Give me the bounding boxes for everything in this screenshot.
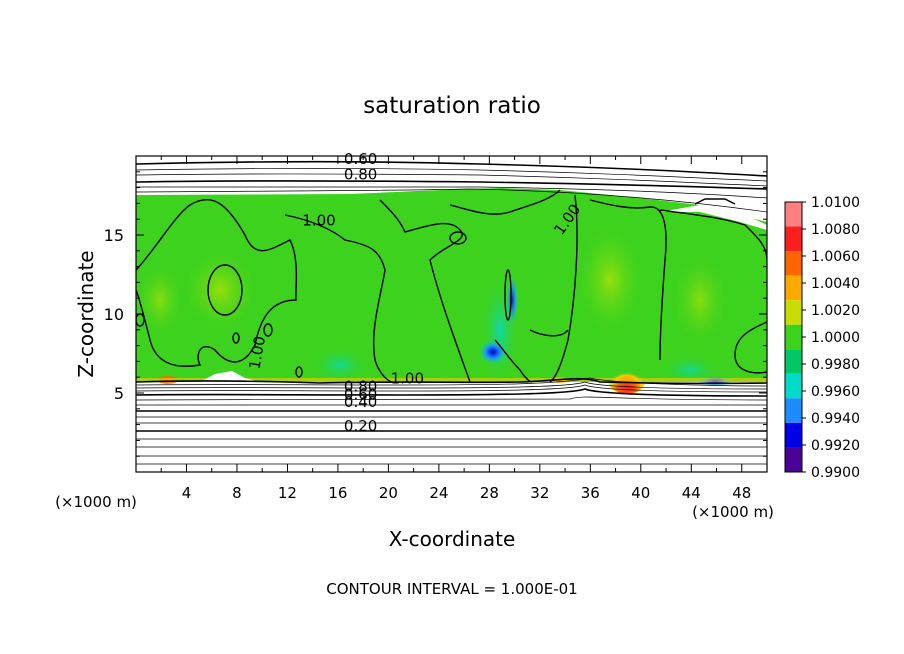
contour-label: 1.00 bbox=[302, 212, 335, 230]
field-patch bbox=[310, 347, 370, 383]
x-tick-label: 36 bbox=[581, 484, 600, 502]
gap bbox=[200, 371, 260, 382]
y-tick-label: 15 bbox=[104, 226, 124, 245]
colorbar-swatch bbox=[785, 300, 802, 325]
x-tick-label: 28 bbox=[480, 484, 499, 502]
contour-label: 1.00 bbox=[391, 370, 424, 388]
colorbar-label: 0.9980 bbox=[811, 357, 860, 373]
colorbar-swatch bbox=[785, 373, 802, 399]
x-tick-label: 20 bbox=[379, 484, 398, 502]
field-area bbox=[136, 160, 767, 465]
colorbar-label: 0.9940 bbox=[811, 411, 860, 427]
colorbar-label: 1.0100 bbox=[811, 195, 860, 211]
y-tick-label: 5 bbox=[114, 384, 124, 403]
colorbar-swatch bbox=[785, 398, 802, 423]
colorbar-label: 0.9900 bbox=[811, 465, 860, 481]
lower-contours bbox=[136, 377, 767, 465]
y-axis-label: Z-coordinate bbox=[74, 250, 98, 377]
colorbar-swatch bbox=[785, 275, 802, 301]
subsaturated-spot bbox=[479, 340, 507, 364]
field-strip bbox=[136, 378, 767, 382]
x-unit-label: (×1000 m) bbox=[692, 503, 774, 521]
field-patch bbox=[136, 260, 185, 340]
colorbar-label: 1.0000 bbox=[811, 330, 860, 346]
field-patch bbox=[670, 250, 730, 350]
colorbar-swatch bbox=[785, 349, 802, 374]
gap bbox=[660, 205, 767, 230]
x-tick-label: 4 bbox=[182, 484, 192, 502]
colorbar-label: 0.9960 bbox=[811, 384, 860, 400]
chart-title: saturation ratio bbox=[363, 93, 541, 119]
y-axis: 5 10 15 bbox=[104, 171, 767, 457]
colorbar-label: 1.0080 bbox=[811, 222, 860, 238]
z-unit-label: (×1000 m) bbox=[55, 493, 137, 511]
colorbar-swatch bbox=[785, 202, 802, 227]
colorbar-label: 1.0040 bbox=[811, 276, 860, 292]
contour-label: 0.80 bbox=[344, 166, 377, 184]
contour-label: 0.80 bbox=[344, 377, 377, 395]
x-tick-label: 8 bbox=[232, 484, 242, 502]
colorbar: 1.0100 1.0080 1.0060 1.0040 1.0020 1.0000 0.99… bbox=[784, 195, 860, 481]
saturation-contours bbox=[136, 189, 767, 383]
colorbar-swatch bbox=[785, 226, 802, 252]
x-tick-label: 16 bbox=[328, 484, 347, 502]
contour-label: 0.20 bbox=[344, 417, 377, 435]
upper-contours bbox=[136, 160, 767, 213]
y-tick-label: 10 bbox=[104, 305, 124, 324]
subsaturated-spot bbox=[506, 275, 518, 325]
x-tick-label: 12 bbox=[278, 484, 297, 502]
field-patch bbox=[180, 245, 260, 335]
colorbar-swatch bbox=[785, 422, 802, 448]
colorbar-swatch bbox=[785, 324, 802, 350]
x-axis: 4 8 12 16 20 24 28 32 36 40 44 48 bbox=[160, 156, 751, 502]
contour-label: 0.60 bbox=[344, 385, 377, 403]
colorbar-swatch bbox=[785, 251, 802, 276]
contour-label: 1.00 bbox=[246, 335, 270, 371]
colorbar-label: 0.9920 bbox=[811, 438, 860, 454]
x-tick-label: 24 bbox=[429, 484, 448, 502]
x-axis-label: X-coordinate bbox=[389, 527, 516, 551]
contour-label: 0.60 bbox=[344, 150, 377, 168]
field-patch bbox=[575, 220, 645, 340]
colorbar-label: 1.0060 bbox=[811, 249, 860, 265]
x-tick-label: 40 bbox=[631, 484, 650, 502]
x-tick-label: 32 bbox=[530, 484, 549, 502]
x-tick-label: 44 bbox=[682, 484, 701, 502]
colorbar-label: 1.0020 bbox=[811, 303, 860, 319]
contour-label: 0.40 bbox=[344, 393, 377, 411]
contour-interval-note: CONTOUR INTERVAL = 1.000E-01 bbox=[326, 580, 577, 598]
x-tick-label: 48 bbox=[732, 484, 751, 502]
colorbar-swatch bbox=[785, 447, 802, 472]
